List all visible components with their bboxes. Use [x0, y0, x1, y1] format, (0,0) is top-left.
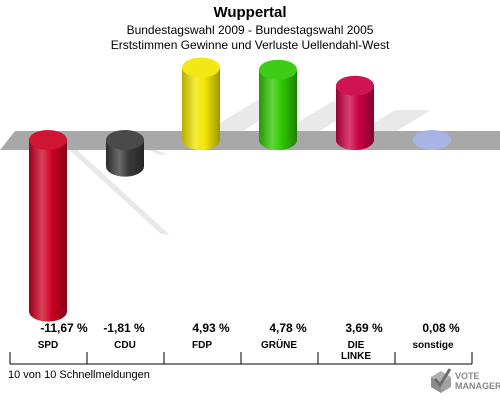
- bar-top-3: [259, 59, 297, 80]
- logo-text-manager: MANAGER: [455, 381, 500, 391]
- bar-0: [29, 140, 67, 312]
- bar-bottom-0: [29, 301, 67, 322]
- chart-title: Wuppertal: [213, 4, 287, 21]
- report-status: 10 von 10 Schnellmeldungen: [8, 369, 150, 381]
- bar-2: [182, 67, 220, 140]
- value-label-spd: -11,67 %: [40, 321, 88, 335]
- bar-3: [259, 69, 297, 140]
- category-label-linke-line2: LINKE: [341, 351, 371, 362]
- vote-manager-logo: VOTE MANAGER: [428, 366, 500, 396]
- category-label-sonstige: sonstige: [412, 340, 454, 351]
- bar-top-0: [29, 130, 67, 150]
- bar-top-1: [106, 130, 144, 150]
- bar-bottom-3: [259, 130, 297, 150]
- category-label-spd: SPD: [37, 340, 59, 351]
- category-label-linke: DIE LINKE: [318, 340, 394, 362]
- category-label-cdu: CDU: [114, 340, 136, 351]
- bar-5: [413, 130, 451, 150]
- bar-shadow-0: [67, 148, 170, 235]
- value-label-gruene: 4,78 %: [269, 321, 307, 335]
- value-label-sonstige: 0,08 %: [422, 321, 460, 335]
- bar-bottom-2: [182, 130, 220, 150]
- value-label-linke: 3,69 %: [345, 321, 383, 335]
- chart-subtitle-election: Bundestagswahl 2009 - Bundestagswahl 200…: [126, 23, 374, 37]
- bar-top-2: [182, 57, 220, 78]
- chart-subtitle-district: Erststimmen Gewinne und Verluste Uellend…: [110, 38, 390, 52]
- category-label-fdp: FDP: [192, 340, 212, 351]
- value-label-cdu: -1,81 %: [103, 321, 145, 335]
- bar-top-4: [336, 75, 374, 96]
- bar-bottom-4: [336, 130, 374, 150]
- category-label-gruene: GRÜNE: [260, 340, 298, 351]
- logo-text-vote: VOTE: [455, 371, 480, 381]
- ballot-check-icon: [431, 368, 452, 393]
- value-label-fdp: 4,93 %: [192, 321, 230, 335]
- category-label-linke-line1: DIE: [347, 340, 365, 351]
- bar-bottom-1: [106, 156, 144, 177]
